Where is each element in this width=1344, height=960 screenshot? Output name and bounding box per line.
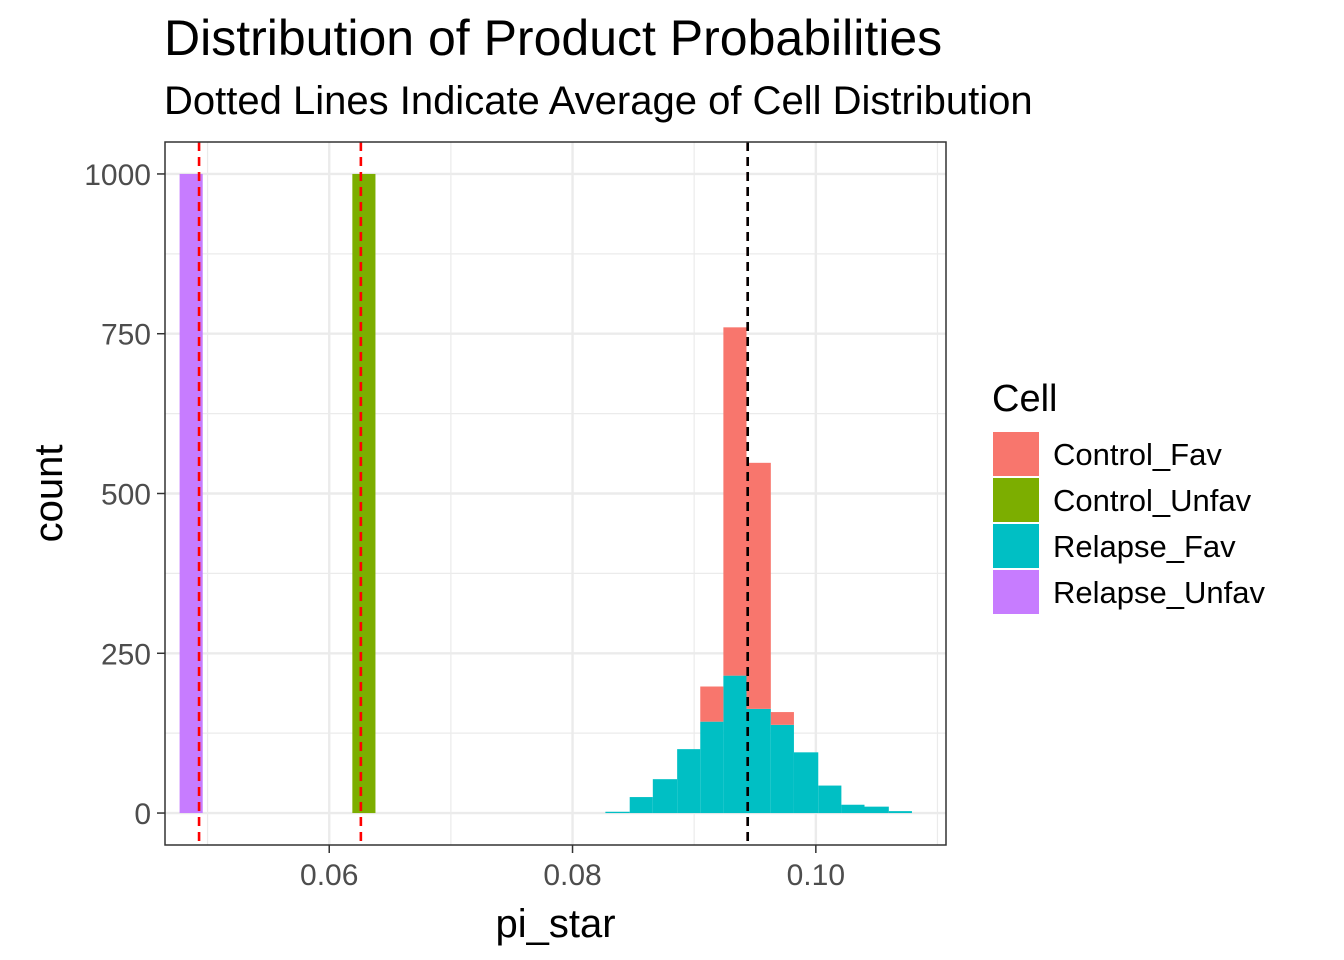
y-tick-label: 250 <box>101 638 151 671</box>
x-tick-label: 0.08 <box>543 859 601 892</box>
bar-relapse-unfav <box>179 173 203 814</box>
bar-relapse-fav <box>841 804 865 814</box>
bar-relapse-fav <box>793 752 819 814</box>
bar-relapse-fav <box>818 785 842 814</box>
bar-relapse-fav <box>723 675 747 814</box>
legend-key-relapse-fav <box>993 524 1039 568</box>
legend-label-control-unfav: Control_Unfav <box>1053 483 1252 518</box>
legend-key-control-unfav <box>993 478 1039 522</box>
histogram-bars <box>179 173 912 814</box>
bar-relapse-fav <box>677 749 701 814</box>
y-tick-label: 500 <box>101 479 151 512</box>
y-tick-label: 0 <box>134 798 151 831</box>
bar-control-fav <box>746 462 771 709</box>
axes: 0.06 0.08 0.10 0 250 500 750 1000 <box>84 159 845 892</box>
bar-relapse-fav <box>746 708 771 814</box>
chart-title: Distribution of Product Probabilities <box>164 10 943 66</box>
y-tick-label: 1000 <box>84 159 151 192</box>
x-tick-label: 0.06 <box>300 859 358 892</box>
bar-control-fav <box>723 327 747 676</box>
bar-control-fav <box>770 712 794 725</box>
reference-lines <box>197 142 750 845</box>
legend-label-control-fav: Control_Fav <box>1053 437 1222 472</box>
legend-key-relapse-unfav <box>993 570 1039 614</box>
legend: Cell Control_Fav Control_Unfav Relapse_Fav… <box>992 378 1265 614</box>
legend-label-relapse-unfav: Relapse_Unfav <box>1053 575 1265 610</box>
bar-relapse-fav <box>864 806 889 814</box>
bar-relapse-fav <box>605 811 630 814</box>
bar-relapse-fav <box>888 811 912 814</box>
legend-key-control-fav <box>993 432 1039 476</box>
grid-lines <box>165 142 946 845</box>
chart-subtitle: Dotted Lines Indicate Average of Cell Di… <box>164 79 1033 123</box>
bar-relapse-fav <box>652 779 678 814</box>
y-tick-label: 750 <box>101 319 151 352</box>
x-axis-title: pi_star <box>495 902 615 946</box>
legend-label-relapse-fav: Relapse_Fav <box>1053 529 1236 564</box>
bar-control-unfav <box>352 173 376 814</box>
y-axis-title: count <box>27 445 71 543</box>
legend-title: Cell <box>992 378 1057 420</box>
bar-relapse-fav <box>770 724 794 814</box>
bar-control-fav <box>700 686 724 722</box>
x-tick-label: 0.10 <box>787 859 845 892</box>
bar-relapse-fav <box>700 721 724 814</box>
bar-relapse-fav <box>629 797 653 814</box>
